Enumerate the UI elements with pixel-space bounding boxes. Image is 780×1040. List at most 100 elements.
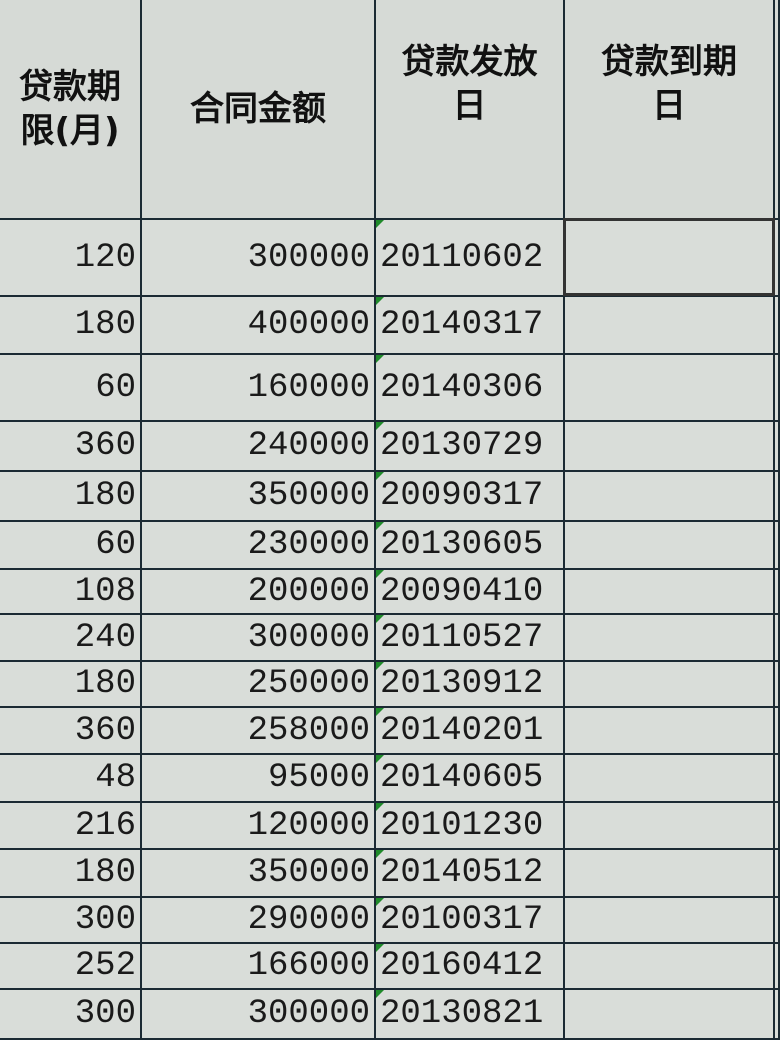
cell-loan-due-date[interactable] bbox=[565, 570, 775, 613]
table-row: 180 350000 20140512 bbox=[0, 850, 780, 898]
cell-contract-amount[interactable]: 250000 bbox=[142, 662, 376, 706]
table-row: 180 400000 20140317 bbox=[0, 297, 780, 355]
cell-next-column[interactable] bbox=[775, 220, 780, 295]
cell-loan-term[interactable]: 180 bbox=[0, 472, 142, 520]
table-row: 240 300000 20110527 bbox=[0, 615, 780, 662]
header-loan-term[interactable]: 贷款期限(月) bbox=[0, 0, 142, 220]
cell-loan-due-date[interactable] bbox=[565, 708, 775, 753]
cell-contract-amount[interactable]: 240000 bbox=[142, 422, 376, 470]
cell-loan-issue-date[interactable]: 20140306 bbox=[376, 355, 565, 420]
cell-loan-issue-date[interactable]: 20140605 bbox=[376, 755, 565, 801]
cell-next-column[interactable] bbox=[775, 850, 780, 896]
cell-contract-amount[interactable]: 120000 bbox=[142, 803, 376, 848]
table-row: 360 258000 20140201 bbox=[0, 708, 780, 755]
cell-loan-due-date[interactable] bbox=[565, 990, 775, 1038]
cell-loan-due-date[interactable] bbox=[565, 615, 775, 660]
cell-loan-term[interactable]: 252 bbox=[0, 944, 142, 988]
cell-loan-issue-date[interactable]: 20140317 bbox=[376, 297, 565, 353]
cell-loan-term[interactable]: 180 bbox=[0, 850, 142, 896]
cell-loan-issue-date[interactable]: 20090317 bbox=[376, 472, 565, 520]
cell-loan-term[interactable]: 180 bbox=[0, 662, 142, 706]
cell-next-column[interactable] bbox=[775, 615, 780, 660]
table-row: 300 290000 20100317 bbox=[0, 898, 780, 944]
header-loan-due-date[interactable]: 贷款到期日 bbox=[565, 0, 775, 220]
cell-contract-amount[interactable]: 300000 bbox=[142, 990, 376, 1038]
selected-cell-outline[interactable] bbox=[563, 218, 775, 296]
table-row: 108 200000 20090410 bbox=[0, 570, 780, 615]
cell-next-column[interactable] bbox=[775, 803, 780, 848]
header-next-column[interactable] bbox=[775, 0, 780, 220]
header-label: 合同金额 bbox=[190, 89, 326, 129]
cell-next-column[interactable] bbox=[775, 708, 780, 753]
cell-loan-due-date[interactable] bbox=[565, 355, 775, 420]
header-loan-issue-date[interactable]: 贷款发放日 bbox=[376, 0, 565, 220]
cell-loan-due-date[interactable] bbox=[565, 803, 775, 848]
cell-loan-issue-date[interactable]: 20090410 bbox=[376, 570, 565, 613]
cell-loan-term[interactable]: 108 bbox=[0, 570, 142, 613]
cell-loan-due-date[interactable] bbox=[565, 944, 775, 988]
cell-contract-amount[interactable]: 160000 bbox=[142, 355, 376, 420]
cell-next-column[interactable] bbox=[775, 422, 780, 470]
cell-loan-issue-date[interactable]: 20140512 bbox=[376, 850, 565, 896]
cell-contract-amount[interactable]: 400000 bbox=[142, 297, 376, 353]
cell-contract-amount[interactable]: 290000 bbox=[142, 898, 376, 942]
cell-next-column[interactable] bbox=[775, 297, 780, 353]
table-row: 360 240000 20130729 bbox=[0, 422, 780, 472]
cell-loan-due-date[interactable] bbox=[565, 422, 775, 470]
cell-loan-term[interactable]: 60 bbox=[0, 522, 142, 568]
table-row: 252 166000 20160412 bbox=[0, 944, 780, 990]
cell-next-column[interactable] bbox=[775, 570, 780, 613]
table-row: 180 350000 20090317 bbox=[0, 472, 780, 522]
cell-contract-amount[interactable]: 166000 bbox=[142, 944, 376, 988]
cell-loan-term[interactable]: 300 bbox=[0, 990, 142, 1038]
cell-loan-issue-date[interactable]: 20130729 bbox=[376, 422, 565, 470]
cell-loan-term[interactable]: 120 bbox=[0, 220, 142, 295]
cell-loan-issue-date[interactable]: 20110602 bbox=[376, 220, 565, 295]
cell-contract-amount[interactable]: 350000 bbox=[142, 850, 376, 896]
table-row: 48 95000 20140605 bbox=[0, 755, 780, 803]
cell-contract-amount[interactable]: 200000 bbox=[142, 570, 376, 613]
cell-loan-due-date[interactable] bbox=[565, 297, 775, 353]
cell-contract-amount[interactable]: 258000 bbox=[142, 708, 376, 753]
cell-contract-amount[interactable]: 300000 bbox=[142, 220, 376, 295]
cell-loan-due-date[interactable] bbox=[565, 522, 775, 568]
table-row: 300 300000 20130821 bbox=[0, 990, 780, 1040]
header-contract-amount[interactable]: 合同金额 bbox=[142, 0, 376, 220]
cell-next-column[interactable] bbox=[775, 662, 780, 706]
cell-loan-issue-date[interactable]: 20101230 bbox=[376, 803, 565, 848]
cell-next-column[interactable] bbox=[775, 990, 780, 1038]
cell-loan-issue-date[interactable]: 20130912 bbox=[376, 662, 565, 706]
table-row: 60 160000 20140306 bbox=[0, 355, 780, 422]
cell-contract-amount[interactable]: 300000 bbox=[142, 615, 376, 660]
cell-loan-issue-date[interactable]: 20100317 bbox=[376, 898, 565, 942]
cell-loan-due-date[interactable] bbox=[565, 755, 775, 801]
cell-loan-term[interactable]: 216 bbox=[0, 803, 142, 848]
cell-loan-issue-date[interactable]: 20160412 bbox=[376, 944, 565, 988]
cell-loan-term[interactable]: 300 bbox=[0, 898, 142, 942]
cell-next-column[interactable] bbox=[775, 944, 780, 988]
cell-loan-term[interactable]: 360 bbox=[0, 708, 142, 753]
cell-loan-term[interactable]: 48 bbox=[0, 755, 142, 801]
cell-loan-term[interactable]: 240 bbox=[0, 615, 142, 660]
cell-loan-term[interactable]: 360 bbox=[0, 422, 142, 470]
cell-loan-term[interactable]: 60 bbox=[0, 355, 142, 420]
cell-loan-due-date[interactable] bbox=[565, 850, 775, 896]
cell-loan-due-date[interactable] bbox=[565, 472, 775, 520]
cell-contract-amount[interactable]: 230000 bbox=[142, 522, 376, 568]
cell-loan-issue-date[interactable]: 20110527 bbox=[376, 615, 565, 660]
cell-loan-issue-date[interactable]: 20130605 bbox=[376, 522, 565, 568]
cell-loan-issue-date[interactable]: 20140201 bbox=[376, 708, 565, 753]
cell-next-column[interactable] bbox=[775, 522, 780, 568]
cell-next-column[interactable] bbox=[775, 355, 780, 420]
table-row: 216 120000 20101230 bbox=[0, 803, 780, 850]
cell-next-column[interactable] bbox=[775, 898, 780, 942]
cell-contract-amount[interactable]: 350000 bbox=[142, 472, 376, 520]
cell-next-column[interactable] bbox=[775, 755, 780, 801]
cell-contract-amount[interactable]: 95000 bbox=[142, 755, 376, 801]
cell-loan-issue-date[interactable]: 20130821 bbox=[376, 990, 565, 1038]
cell-next-column[interactable] bbox=[775, 472, 780, 520]
cell-loan-term[interactable]: 180 bbox=[0, 297, 142, 353]
cell-loan-due-date[interactable] bbox=[565, 898, 775, 942]
cell-loan-due-date[interactable] bbox=[565, 662, 775, 706]
